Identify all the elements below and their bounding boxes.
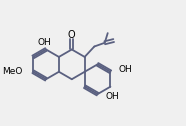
Text: OH: OH (105, 92, 119, 101)
Text: OH: OH (38, 38, 52, 47)
Text: OH: OH (118, 65, 132, 74)
Text: MeO: MeO (2, 67, 23, 76)
Text: O: O (68, 30, 76, 40)
